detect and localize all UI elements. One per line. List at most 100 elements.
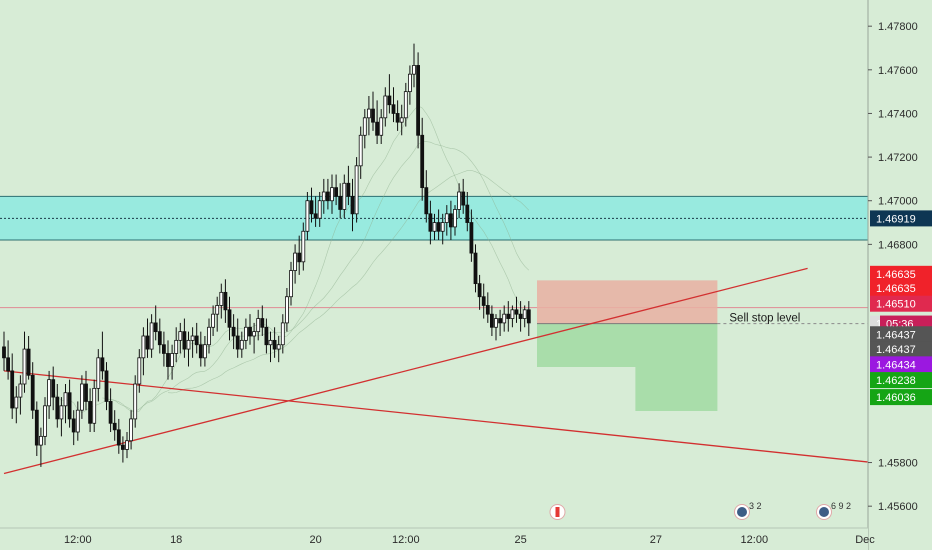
candle-body-down: [30, 374, 35, 411]
globe-icon: [819, 507, 829, 517]
candle: [280, 314, 285, 354]
time-tick-label: 12:00: [392, 534, 420, 546]
candle: [145, 318, 150, 358]
plot-background: [0, 0, 868, 528]
trendline-2[interactable]: [3, 267, 808, 475]
trendline-layer[interactable]: [3, 267, 874, 475]
candle-body-up: [293, 252, 298, 271]
candle: [112, 410, 117, 441]
candle-body-up: [522, 309, 527, 319]
candle-body-up: [239, 339, 244, 350]
candle: [317, 192, 322, 227]
candle-body-down: [227, 309, 232, 328]
moving-average-layer: [53, 105, 530, 414]
position-tool[interactable]: [537, 280, 868, 412]
candle: [133, 375, 138, 428]
candle-body-up: [305, 200, 310, 232]
trendline-1[interactable]: [3, 370, 874, 464]
candle: [469, 209, 474, 262]
event-count-label: 6 9 2: [831, 501, 851, 511]
candle: [268, 331, 273, 363]
candle: [39, 427, 43, 467]
annotation-layer: Sell stop level: [729, 313, 800, 325]
take-profit-zone[interactable]: [537, 323, 718, 412]
candle-body-down: [325, 191, 330, 202]
candle-body-up: [440, 222, 445, 232]
candle: [104, 362, 109, 411]
candle-body-up: [457, 191, 462, 210]
candle-body-up: [403, 91, 408, 119]
candle: [502, 305, 507, 332]
candle-body-up: [268, 339, 273, 346]
price-tag-label: 1.46437: [876, 329, 916, 341]
candle: [215, 296, 220, 332]
candle-body-up: [75, 409, 80, 433]
candle-body-up: [366, 108, 371, 119]
economic-event-2[interactable]: 3 2: [734, 501, 762, 520]
candle-body-up: [432, 222, 437, 232]
candle: [494, 314, 498, 341]
candle: [383, 87, 388, 127]
stop-loss-zone[interactable]: [537, 280, 718, 324]
time-tick-label: 25: [514, 534, 526, 546]
candle-body-down: [10, 370, 15, 409]
candle-body-up: [47, 379, 51, 407]
price-tag-label: 1.46635: [876, 269, 916, 281]
candle-body-down: [465, 204, 470, 223]
candle: [354, 157, 359, 223]
economic-event-1[interactable]: [549, 504, 566, 520]
price-tick-label: 1.45800: [878, 458, 918, 470]
candle-body-down: [387, 95, 392, 106]
candle: [289, 261, 293, 306]
candle: [26, 336, 31, 380]
candle: [485, 292, 490, 323]
candle-body-down: [231, 326, 236, 337]
candle-body-up: [399, 117, 404, 123]
candle: [489, 305, 494, 336]
candle: [276, 336, 281, 363]
events-layer[interactable]: 3 2 6 9 2: [549, 501, 852, 520]
candle: [170, 344, 175, 380]
candle: [252, 322, 257, 354]
candle-body-up: [453, 209, 457, 228]
candle: [182, 318, 187, 358]
candle: [260, 305, 265, 336]
candle-body-down: [416, 65, 421, 136]
candle: [129, 410, 134, 450]
candle-body-up: [190, 335, 195, 341]
candle-body-up: [284, 296, 289, 324]
candle-body-down: [338, 195, 343, 210]
candle-body-down: [121, 444, 125, 450]
candle: [407, 65, 412, 105]
candle-body-up: [444, 213, 449, 223]
candle: [321, 178, 326, 214]
economic-event-3[interactable]: 6 9 2: [816, 501, 852, 520]
time-axis-background[interactable]: [0, 528, 868, 550]
moving-average-12: [53, 105, 529, 414]
price-tick-label: 1.47800: [878, 21, 918, 33]
candle-body-up: [407, 73, 412, 93]
candle-body-down: [514, 309, 519, 315]
price-tag: [870, 389, 932, 406]
candle-body-up: [494, 318, 498, 328]
candle-body-down: [436, 222, 441, 232]
candle-body-down: [51, 379, 56, 398]
candle-body-down: [309, 200, 314, 215]
candle-body-down: [260, 318, 265, 328]
time-axis-ticks: 12:00 18 20 12:00 25 27 12:00 Dec: [64, 534, 875, 546]
candle: [59, 397, 64, 437]
candle-body-up: [174, 339, 179, 354]
candle-body-up: [14, 396, 19, 409]
candle-body-down: [153, 322, 158, 333]
candle: [301, 222, 306, 271]
candle: [325, 178, 330, 210]
candle-body-down: [166, 353, 170, 367]
candle: [207, 318, 211, 354]
candle-body-up: [219, 291, 224, 306]
candle-body-down: [26, 348, 31, 376]
candle: [514, 296, 519, 323]
candle-body-down: [518, 313, 523, 319]
candle-body-up: [170, 353, 175, 367]
candle: [121, 436, 125, 463]
